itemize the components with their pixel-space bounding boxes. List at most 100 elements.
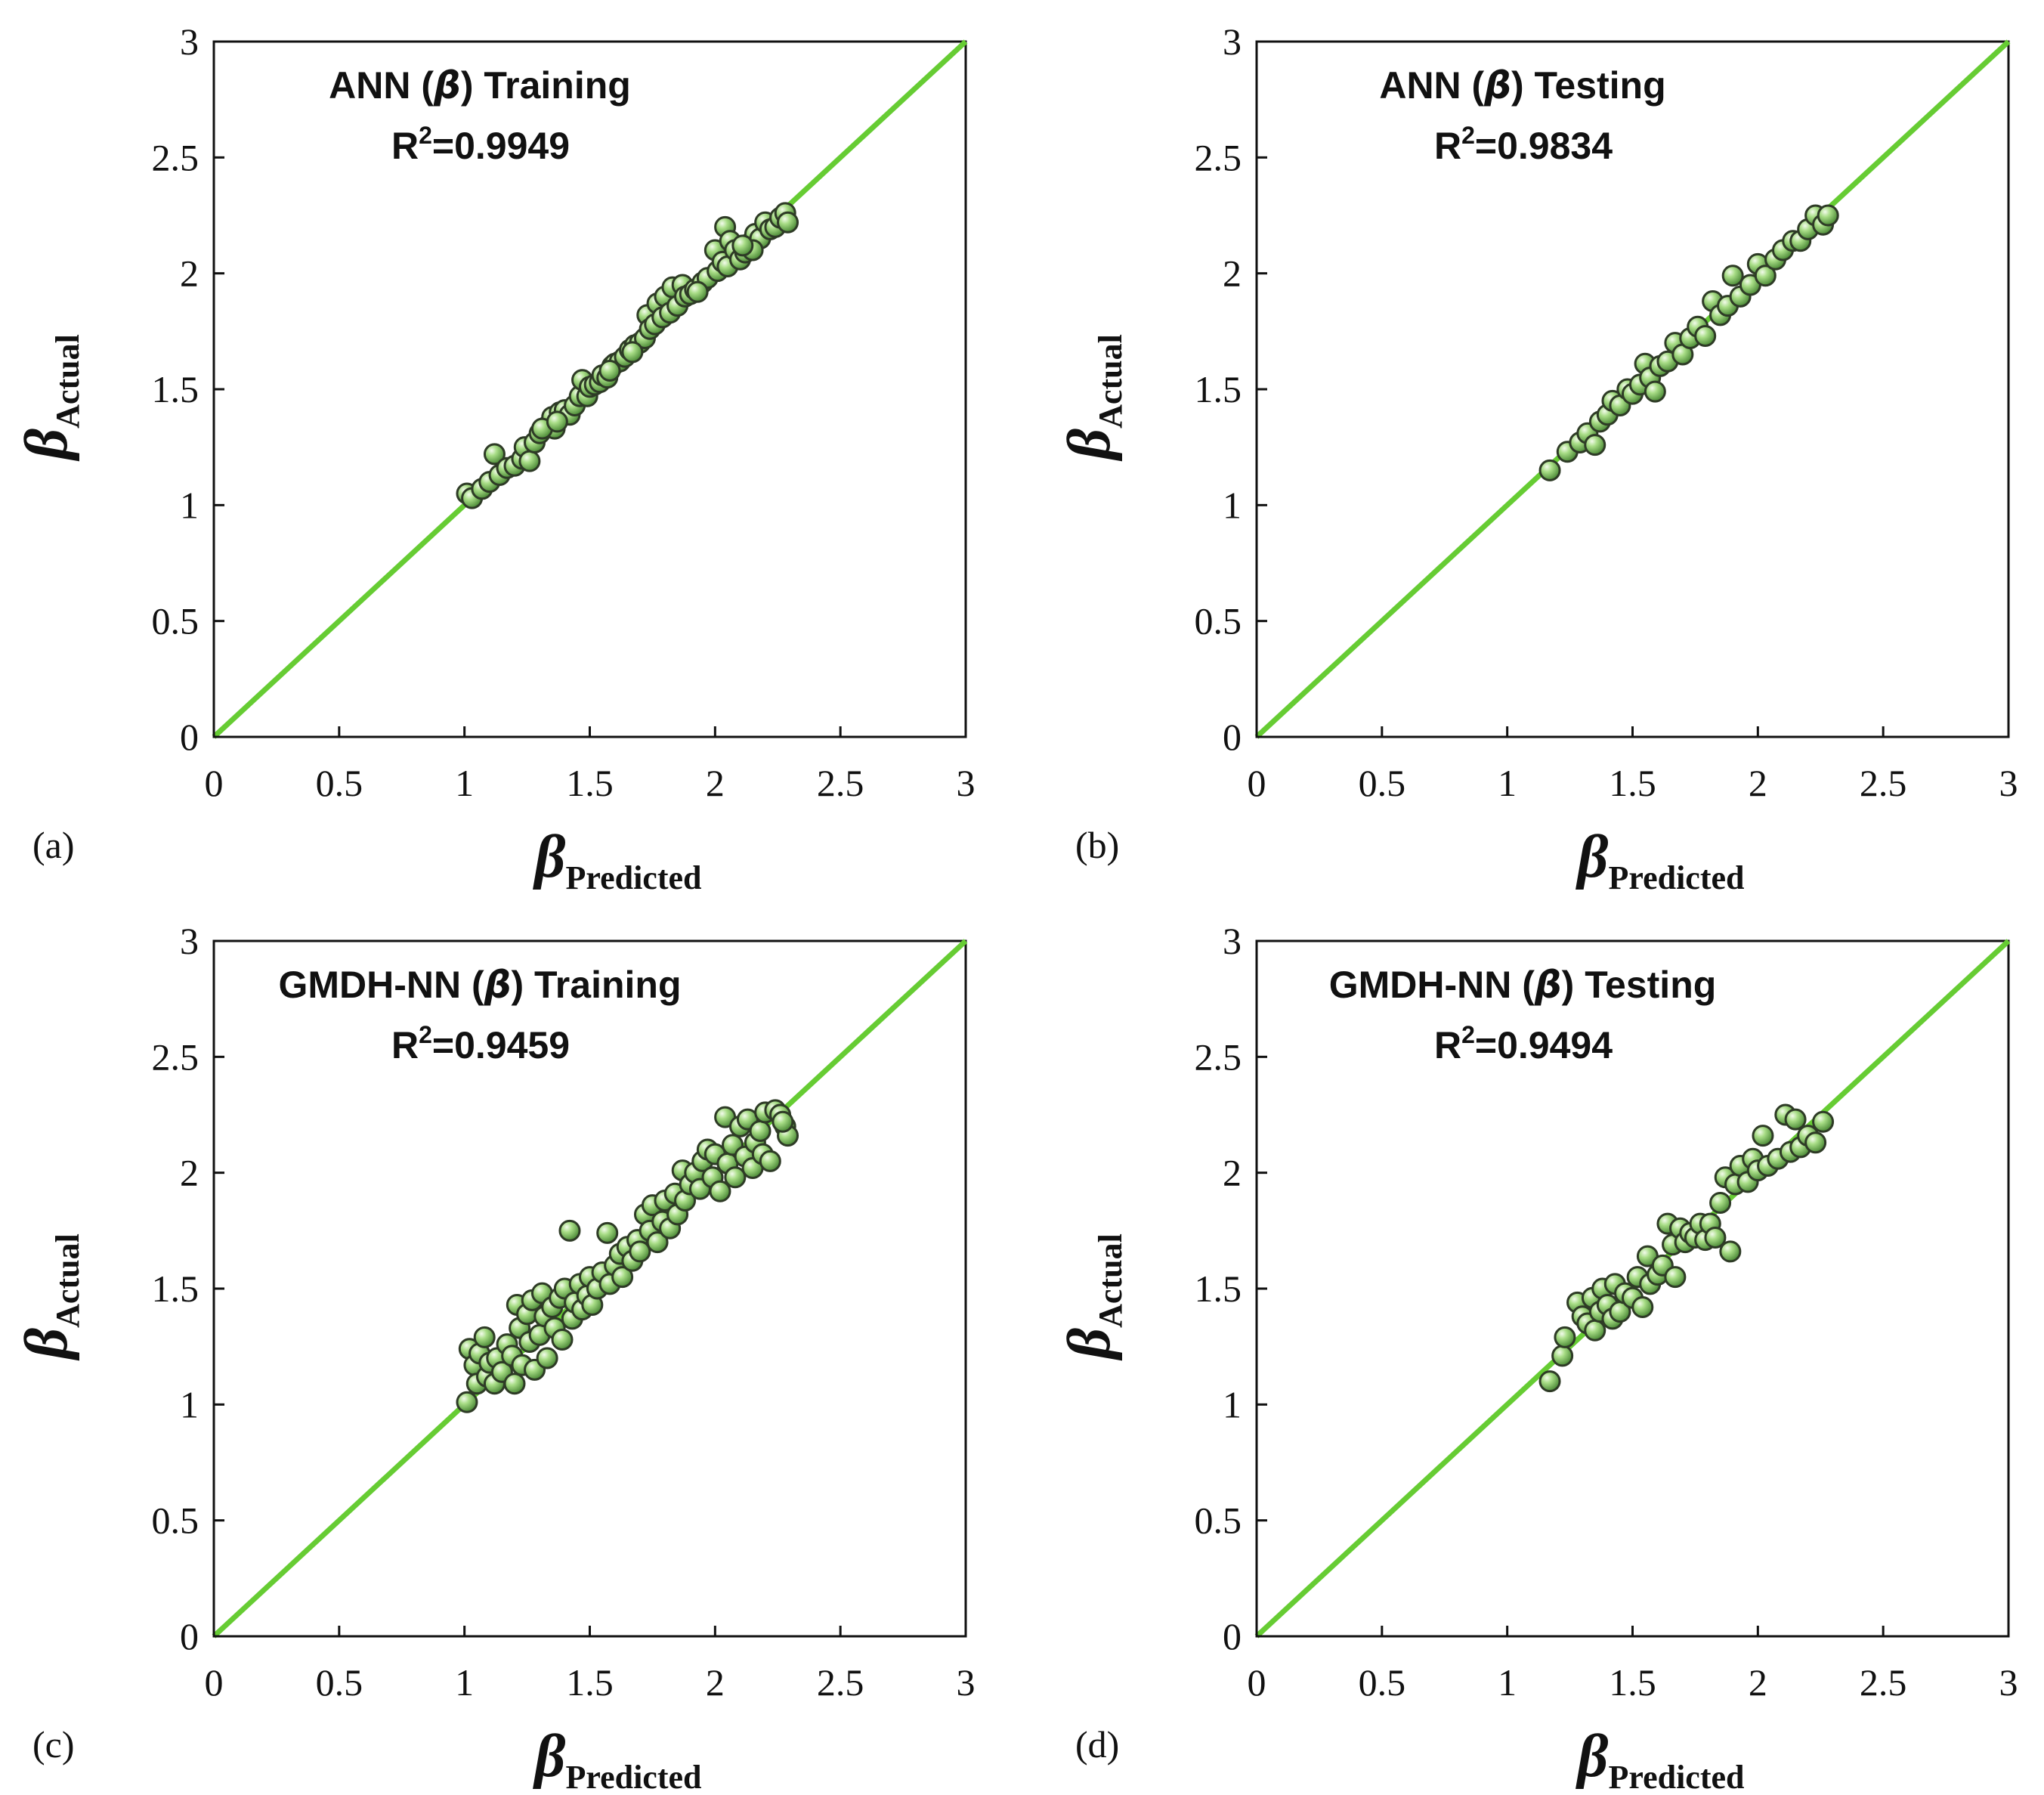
data-point: [1719, 1240, 1742, 1263]
x-tick-label: 3: [1999, 1661, 2018, 1704]
x-tick-label: 3: [957, 762, 976, 804]
y-tick-label: 0: [180, 1615, 199, 1657]
x-tick-label: 2.5: [817, 762, 864, 804]
chart-title: ANN (β) Training: [329, 63, 631, 107]
x-tick-label: 0.5: [316, 762, 363, 804]
x-tick-label: 2: [1749, 762, 1767, 804]
chart-title: GMDH-NN (β) Testing: [1329, 963, 1717, 1007]
x-tick-label: 1.5: [1609, 762, 1656, 804]
x-axis-label: βPredicted: [1575, 1723, 1744, 1795]
y-tick-label: 0.5: [152, 600, 199, 642]
data-point: [558, 1219, 581, 1242]
panel-d: 0 0.5 1 1.5 2 2.5 3 0 0.5 1 1.5 2 2.5 3 GMDH-NN (β) T…: [1056, 920, 2018, 1795]
data-point: [456, 1391, 478, 1413]
data-point: [1584, 1319, 1606, 1342]
x-tick-label: 0: [1248, 1661, 1266, 1704]
y-tick-label: 0: [180, 716, 199, 758]
data-point: [536, 1347, 558, 1369]
chart-title: GMDH-NN (β) Training: [279, 963, 682, 1007]
x-tick-label: 1: [455, 762, 474, 804]
data-point: [1721, 265, 1744, 287]
x-axis-label: βPredicted: [532, 1723, 701, 1795]
scatter-points: [456, 202, 799, 509]
data-point: [598, 359, 621, 382]
y-tick-label: 2: [180, 1152, 199, 1194]
panel-b: 0 0.5 1 1.5 2 2.5 3 0 0.5 1 1.5 2 2.5 3 ANN (β) Testi…: [1056, 20, 2018, 896]
y-tick-label: 1: [1223, 1383, 1242, 1425]
data-point: [596, 1221, 619, 1244]
scatter-points: [1538, 204, 1839, 481]
y-tick-label: 0.5: [1195, 1499, 1242, 1542]
x-axis-label: βPredicted: [532, 824, 701, 896]
y-tick-label: 0: [1223, 716, 1242, 758]
data-point: [1664, 1266, 1687, 1289]
data-point: [1784, 1108, 1807, 1131]
y-tick-label: 2.5: [1195, 1035, 1242, 1078]
data-point: [1554, 1326, 1576, 1348]
y-axis-label: βActual: [14, 334, 86, 462]
data-point: [759, 1150, 781, 1172]
y-tick-label: 3: [180, 920, 199, 962]
axis-ticks: 0 0.5 1 1.5 2 2.5 3 0 0.5 1 1.5 2 2.5 3: [152, 20, 976, 804]
data-point: [1538, 459, 1561, 481]
r-squared: R2=0.9494: [1434, 1021, 1613, 1066]
y-tick-label: 1.5: [1195, 1267, 1242, 1310]
x-tick-label: 0.5: [1359, 1661, 1406, 1704]
data-point: [1704, 1227, 1727, 1249]
y-tick-label: 1: [180, 1383, 199, 1425]
data-point: [1804, 1131, 1827, 1154]
data-point: [777, 211, 799, 234]
data-point: [1754, 265, 1777, 287]
data-point: [551, 1328, 574, 1351]
data-point: [1631, 1296, 1654, 1319]
r-squared: R2=0.9459: [391, 1021, 570, 1066]
y-tick-label: 3: [1223, 20, 1242, 63]
y-axis-label: βActual: [14, 1233, 86, 1361]
data-point: [546, 410, 568, 433]
x-tick-label: 1: [1498, 762, 1517, 804]
data-point: [503, 1373, 526, 1395]
data-point: [1538, 1370, 1561, 1393]
x-tick-label: 0: [205, 1661, 224, 1704]
x-tick-label: 0.5: [316, 1661, 363, 1704]
x-tick-label: 0.5: [1359, 762, 1406, 804]
axis-ticks: 0 0.5 1 1.5 2 2.5 3 0 0.5 1 1.5 2 2.5 3: [1195, 20, 2018, 804]
y-tick-label: 1: [180, 484, 199, 526]
x-tick-label: 2.5: [1860, 762, 1907, 804]
x-tick-label: 2.5: [817, 1661, 864, 1704]
data-point: [1644, 380, 1666, 403]
panel-label: (c): [32, 1723, 75, 1766]
data-point: [629, 1240, 651, 1263]
y-tick-label: 0: [1223, 1615, 1242, 1657]
y-tick-label: 2: [1223, 1152, 1242, 1194]
x-tick-label: 3: [957, 1661, 976, 1704]
data-point: [483, 443, 506, 466]
data-point: [1694, 324, 1717, 347]
y-tick-label: 3: [180, 20, 199, 63]
x-tick-label: 2: [1749, 1661, 1767, 1704]
x-tick-label: 1.5: [566, 1661, 614, 1704]
y-axis-label: βActual: [1056, 1233, 1129, 1361]
data-point: [1709, 1192, 1732, 1215]
data-point: [621, 341, 644, 364]
data-point: [611, 1266, 634, 1289]
scatter-points: [1538, 1103, 1835, 1393]
axis-ticks: 0 0.5 1 1.5 2 2.5 3 0 0.5 1 1.5 2 2.5 3: [1195, 920, 2018, 1704]
x-tick-label: 1.5: [566, 762, 614, 804]
axis-ticks: 0 0.5 1 1.5 2 2.5 3 0 0.5 1 1.5 2 2.5 3: [152, 920, 976, 1704]
data-point: [731, 234, 754, 257]
x-tick-label: 1.5: [1609, 1661, 1656, 1704]
r-squared: R2=0.9834: [1434, 122, 1613, 167]
y-tick-label: 2: [1223, 252, 1242, 295]
panel-c: 0 0.5 1 1.5 2 2.5 3 0 0.5 1 1.5 2 2.5 3 GMDH-NN (β) T…: [14, 920, 976, 1795]
x-tick-label: 1: [455, 1661, 474, 1704]
panel-label: (a): [32, 824, 75, 866]
data-point: [709, 1180, 731, 1202]
panel-label: (b): [1075, 824, 1119, 866]
panel-label: (d): [1075, 1723, 1119, 1766]
y-tick-label: 0.5: [152, 1499, 199, 1542]
x-tick-label: 2: [706, 1661, 725, 1704]
y-tick-label: 2: [180, 252, 199, 295]
r-squared: R2=0.9949: [391, 122, 570, 167]
y-tick-label: 1.5: [1195, 368, 1242, 410]
